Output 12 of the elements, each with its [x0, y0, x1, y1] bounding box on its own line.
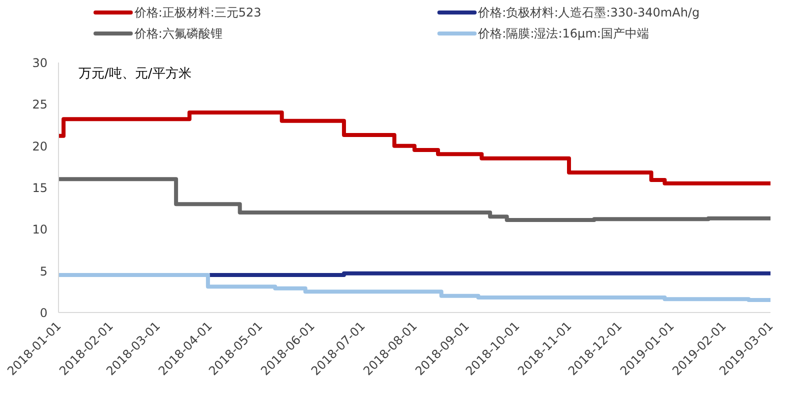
y-axis-title: 万元/吨、元/平方米 [78, 66, 192, 82]
y-tick-label: 20 [32, 139, 48, 154]
y-tick-label: 5 [40, 264, 48, 278]
legend-label: 价格:正极材料:三元523 [133, 6, 262, 20]
legend-label: 价格:六氟磷酸锂 [133, 26, 222, 40]
legend-label: 价格:隔膜:湿法:16μm:国产中端 [477, 26, 649, 40]
y-tick-label: 15 [32, 181, 48, 195]
y-tick-label: 0 [40, 306, 48, 320]
y-tick-label: 30 [32, 56, 48, 70]
legend-label: 价格:负极材料:人造石墨:330-340mAh/g [477, 6, 700, 20]
y-tick-label: 25 [32, 98, 48, 112]
y-tick-label: 10 [32, 222, 48, 237]
